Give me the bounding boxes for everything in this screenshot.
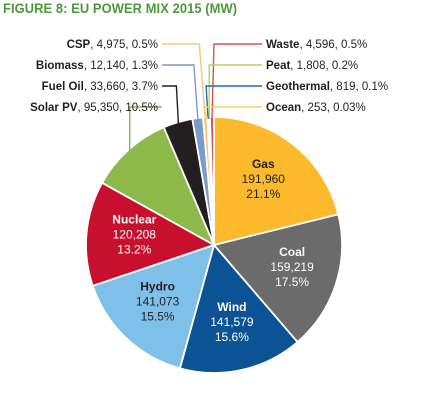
outside-label-biomass-value: , 12,140, 1.3% (84, 60, 158, 72)
outside-label-solar-pv-value: , 95,350, 10.5% (77, 102, 158, 114)
outside-label-peat-name: Peat (266, 60, 290, 72)
slice-label-nuclear-percent: 13.2% (117, 243, 151, 257)
slice-label-gas-name: Gas (252, 157, 275, 171)
chart-title: FIGURE 8: EU POWER MIX 2015 (MW) (3, 0, 238, 16)
pie-slice-wind (179, 244, 299, 374)
outside-label-ocean-value: , 253, 0.03% (301, 102, 366, 114)
outside-label-csp-name: CSP (67, 39, 91, 51)
slice-label-wind-name: Wind (217, 300, 246, 314)
outside-label-geothermal: Geothermal, 819, 0.1% (266, 81, 388, 93)
pie-slice-coal (213, 213, 343, 343)
outside-label-biomass: Biomass, 12,140, 1.3% (36, 60, 158, 72)
outside-label-fuel-oil: Fuel Oil, 33,660, 3.7% (42, 81, 158, 93)
leader-line-ocean (202, 106, 262, 120)
leader-line-fuel-oil (162, 85, 180, 125)
slice-label-coal-name: Coal (279, 245, 305, 259)
outside-label-solar-pv: Solar PV, 95,350, 10.5% (30, 102, 158, 114)
outside-label-ocean: Ocean, 253, 0.03% (266, 102, 366, 114)
leader-line-csp (162, 43, 206, 120)
leader-line-biomass (162, 64, 199, 121)
outside-label-biomass-name: Biomass (36, 60, 84, 72)
outside-label-waste-name: Waste (266, 39, 299, 51)
slice-label-hydro-value: 141,073 (136, 295, 180, 309)
chart-frame: Gas 191,960 21.1% Coal 159,219 17.5% Wind 141,5… (0, 24, 431, 409)
outside-label-geothermal-name: Geothermal (266, 81, 330, 93)
outside-label-fuel-oil-value: , 33,660, 3.7% (84, 81, 158, 93)
outside-label-waste: Waste, 4,596, 0.5% (266, 39, 367, 51)
slice-label-gas-value: 191,960 (242, 172, 286, 186)
outside-label-solar-pv-name: Solar PV (30, 102, 78, 114)
pie-slice-gas (213, 116, 340, 246)
outside-label-peat: Peat, 1,808, 0.2% (266, 60, 358, 72)
slice-label-gas-percent: 21.1% (246, 187, 280, 201)
outside-label-geothermal-value: , 819, 0.1% (330, 81, 388, 93)
pie-slice-solar-pv (101, 126, 215, 246)
slice-label-nuclear-name: Nuclear (112, 213, 156, 227)
outside-label-fuel-oil-name: Fuel Oil (42, 81, 84, 93)
slice-label-coal-value: 159,219 (270, 260, 314, 274)
leader-line-geothermal (205, 85, 262, 120)
pie-slice-nuclear (85, 181, 215, 287)
slice-label-nuclear-value: 120,208 (113, 228, 157, 242)
outside-label-peat-value: , 1,808, 0.2% (290, 60, 358, 72)
slice-label-coal-percent: 17.5% (275, 275, 309, 289)
slice-label-hydro-percent: 15.5% (141, 310, 175, 324)
slice-label-hydro-name: Hydro (140, 280, 175, 294)
outside-label-ocean-name: Ocean (266, 102, 301, 114)
leader-line-solar-pv (128, 106, 162, 152)
outside-label-csp: CSP, 4,975, 0.5% (67, 39, 158, 51)
slice-label-wind-percent: 15.6% (215, 330, 249, 344)
leader-line-peat (208, 64, 262, 120)
outside-label-csp-value: , 4,975, 0.5% (90, 39, 158, 51)
leader-line-waste (211, 43, 262, 120)
slice-label-wind-value: 141,579 (210, 315, 254, 329)
outside-label-waste-value: , 4,596, 0.5% (299, 39, 367, 51)
